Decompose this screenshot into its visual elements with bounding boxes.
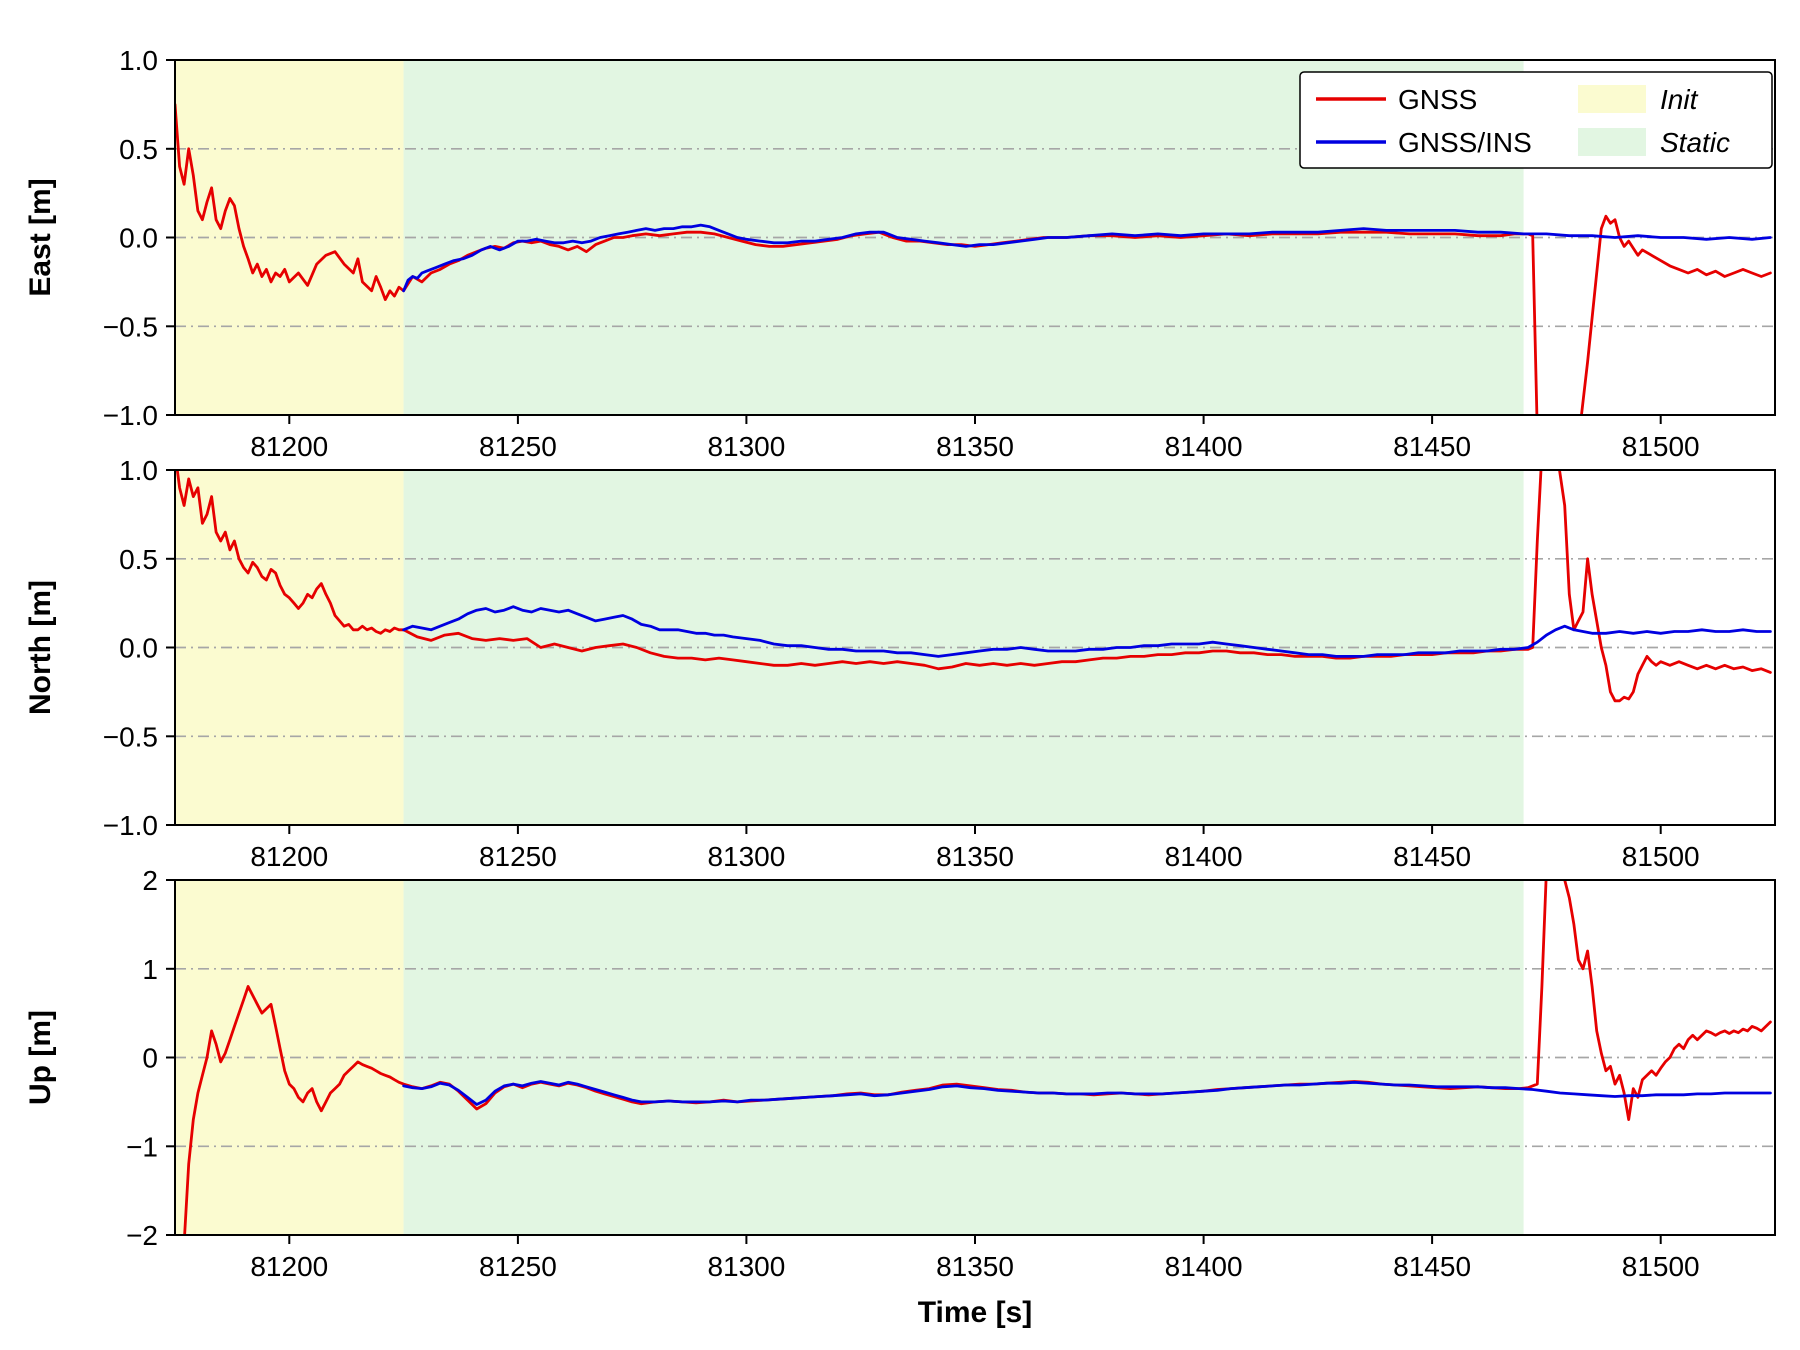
y-tick-label: −0.5: [103, 311, 158, 342]
y-axis-label-up: Up [m]: [24, 1010, 57, 1105]
x-tick-label: 81250: [479, 841, 557, 872]
x-tick-label: 81450: [1393, 431, 1471, 462]
subplot-north: 81200 81250 81300 81350 81400 81450 81500 −1.0 −…: [24, 455, 1776, 872]
legend-patch-swatch-static: [1578, 128, 1646, 156]
y-tick-label: −2: [126, 1220, 158, 1251]
x-tick-label: 81450: [1393, 841, 1471, 872]
x-tick-label: 81400: [1165, 431, 1243, 462]
y-tick-label: −1.0: [103, 810, 158, 841]
subplot-east: 81200 81250 81300 81350 81400 81450 81500 −1.0 −…: [24, 45, 1776, 462]
x-tick-label: 81200: [250, 841, 328, 872]
x-tick-label: 81350: [936, 1251, 1014, 1282]
x-tick-label: 81400: [1165, 1251, 1243, 1282]
y-tick-label: 1.0: [119, 45, 158, 76]
y-tick-label: 1.0: [119, 455, 158, 486]
legend-label: Static: [1660, 127, 1730, 158]
gnss-line: [175, 470, 1772, 703]
legend-label: GNSS: [1398, 84, 1477, 115]
y-tick-label: 0.5: [119, 544, 158, 575]
gnss-line: [175, 103, 1772, 415]
legend-label: GNSS/INS: [1398, 127, 1532, 158]
y-tick-label: 1: [142, 954, 158, 985]
gnss-ins-line: [402, 223, 1772, 293]
y-tick-label: −1.0: [103, 400, 158, 431]
x-axis-label: Time [s]: [918, 1296, 1032, 1329]
legend-patch-swatch-init: [1578, 85, 1646, 113]
x-tick-label: 81200: [250, 1251, 328, 1282]
gnss-ins-line: [402, 1080, 1772, 1106]
x-tick-label: 81500: [1622, 431, 1700, 462]
x-tick-label: 81400: [1165, 841, 1243, 872]
x-tick-label: 81250: [479, 1251, 557, 1282]
x-tick-label: 81300: [707, 431, 785, 462]
x-tick-label: 81300: [707, 1251, 785, 1282]
x-tick-label: 81500: [1622, 1251, 1700, 1282]
legend: GNSS GNSS/INS Init Static: [1299, 71, 1773, 169]
x-tick-label: 81250: [479, 431, 557, 462]
y-tick-label: 0: [142, 1043, 158, 1074]
y-tick-label: 2: [142, 865, 158, 896]
y-axis-label-east: East [m]: [24, 178, 57, 296]
y-tick-label: −1: [126, 1131, 158, 1162]
y-tick-label: 0.0: [119, 223, 158, 254]
subplot-up: 81200 81250 81300 81350 81400 81450 81500 −2 −1 0…: [24, 865, 1776, 1282]
y-tick-label: 0.0: [119, 633, 158, 664]
x-tick-label: 81200: [250, 431, 328, 462]
legend-label: Init: [1660, 84, 1699, 115]
x-tick-label: 81300: [707, 841, 785, 872]
y-tick-label: 0.5: [119, 134, 158, 165]
legend-box: [1299, 71, 1773, 169]
x-tick-label: 81450: [1393, 1251, 1471, 1282]
gnss-ins-line: [402, 605, 1772, 658]
y-axis-label-north: North [m]: [24, 580, 57, 715]
y-tick-label: −0.5: [103, 721, 158, 752]
x-tick-label: 81350: [936, 431, 1014, 462]
x-tick-label: 81350: [936, 841, 1014, 872]
x-tick-label: 81500: [1622, 841, 1700, 872]
